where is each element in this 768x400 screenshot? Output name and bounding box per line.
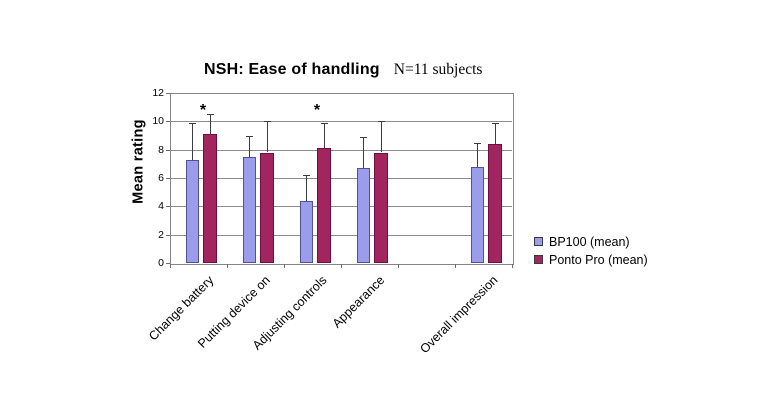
legend-item-bp100: BP100 (mean): [534, 233, 648, 250]
bar-bp100-3: [357, 168, 370, 263]
error-bar-cap: [377, 121, 385, 123]
bar-ponto-pro-5: [488, 144, 502, 263]
error-bar: [363, 136, 364, 169]
y-tick-mark: [166, 149, 170, 151]
legend-swatch-ponto-pro: [534, 255, 543, 264]
legend-label-bp100: BP100 (mean): [549, 234, 630, 249]
bar-bp100-1: [243, 156, 256, 263]
chart-subtitle: N=11 subjects: [393, 61, 483, 78]
error-bar: [323, 122, 325, 149]
error-bar-cap: [474, 142, 481, 144]
error-bar: [494, 122, 496, 144]
significance-asterisk: *: [199, 102, 207, 119]
x-tick-mark: [341, 264, 342, 268]
y-tick-mark: [166, 121, 170, 123]
error-bar: [209, 114, 211, 135]
error-bar-cap: [189, 122, 196, 124]
error-bar: [477, 142, 478, 167]
x-tick-mark: [398, 264, 399, 268]
y-tick-label: 12: [152, 87, 164, 99]
bar-bp100-5: [471, 166, 484, 263]
y-tick-label: 6: [158, 172, 164, 184]
y-tick-mark: [166, 178, 170, 179]
error-bar-cap: [206, 114, 214, 116]
category-label-3: Appearance: [329, 273, 387, 331]
gridline: [170, 206, 512, 208]
gridline: [170, 149, 512, 151]
bar-bp100-0: [186, 159, 199, 263]
error-bar-cap: [320, 122, 328, 124]
error-bar-cap: [246, 135, 253, 137]
y-tick-mark: [166, 234, 170, 236]
gridline: [170, 178, 512, 179]
legend-label-ponto-pro: Ponto Pro (mean): [549, 252, 648, 267]
x-tick-mark: [170, 264, 171, 268]
bar-ponto-pro-3: [374, 152, 388, 263]
error-bar-cap: [360, 136, 367, 138]
x-tick-mark: [227, 264, 228, 268]
bar-bp100-2: [300, 200, 313, 263]
error-bar: [192, 122, 193, 160]
y-tick-label: 10: [152, 115, 164, 128]
error-bar: [266, 121, 268, 153]
bar-ponto-pro-0: [203, 134, 217, 263]
error-bar-cap: [303, 175, 310, 177]
x-tick-mark: [455, 264, 456, 268]
legend-swatch-bp100: [534, 237, 543, 246]
error-bar: [380, 121, 382, 153]
error-bar: [249, 135, 250, 157]
error-bar-cap: [491, 122, 499, 124]
x-tick-mark: [512, 264, 513, 268]
x-tick-mark: [284, 264, 285, 268]
error-bar: [306, 175, 307, 201]
y-tick-mark: [166, 263, 170, 264]
significance-asterisk: *: [313, 102, 321, 119]
y-tick-label: 0: [158, 257, 164, 269]
y-tick-mark: [166, 206, 170, 208]
y-tick-mark: [166, 93, 170, 94]
gridline: [170, 234, 512, 236]
chart-title-row: NSH: Ease of handling N=11 subjects: [204, 61, 482, 79]
y-tick-label: 4: [158, 200, 164, 213]
y-tick-label: 8: [158, 143, 164, 156]
legend-item-ponto-pro: Ponto Pro (mean): [534, 251, 648, 268]
error-bar-cap: [263, 121, 271, 123]
bar-ponto-pro-1: [260, 152, 274, 263]
legend: BP100 (mean) Ponto Pro (mean): [534, 233, 648, 269]
gridline: [170, 121, 512, 123]
y-tick-label: 2: [158, 228, 164, 241]
bar-ponto-pro-2: [317, 148, 331, 263]
category-label-5: Overall impression: [417, 273, 501, 357]
chart-title: NSH: Ease of handling: [204, 61, 380, 78]
